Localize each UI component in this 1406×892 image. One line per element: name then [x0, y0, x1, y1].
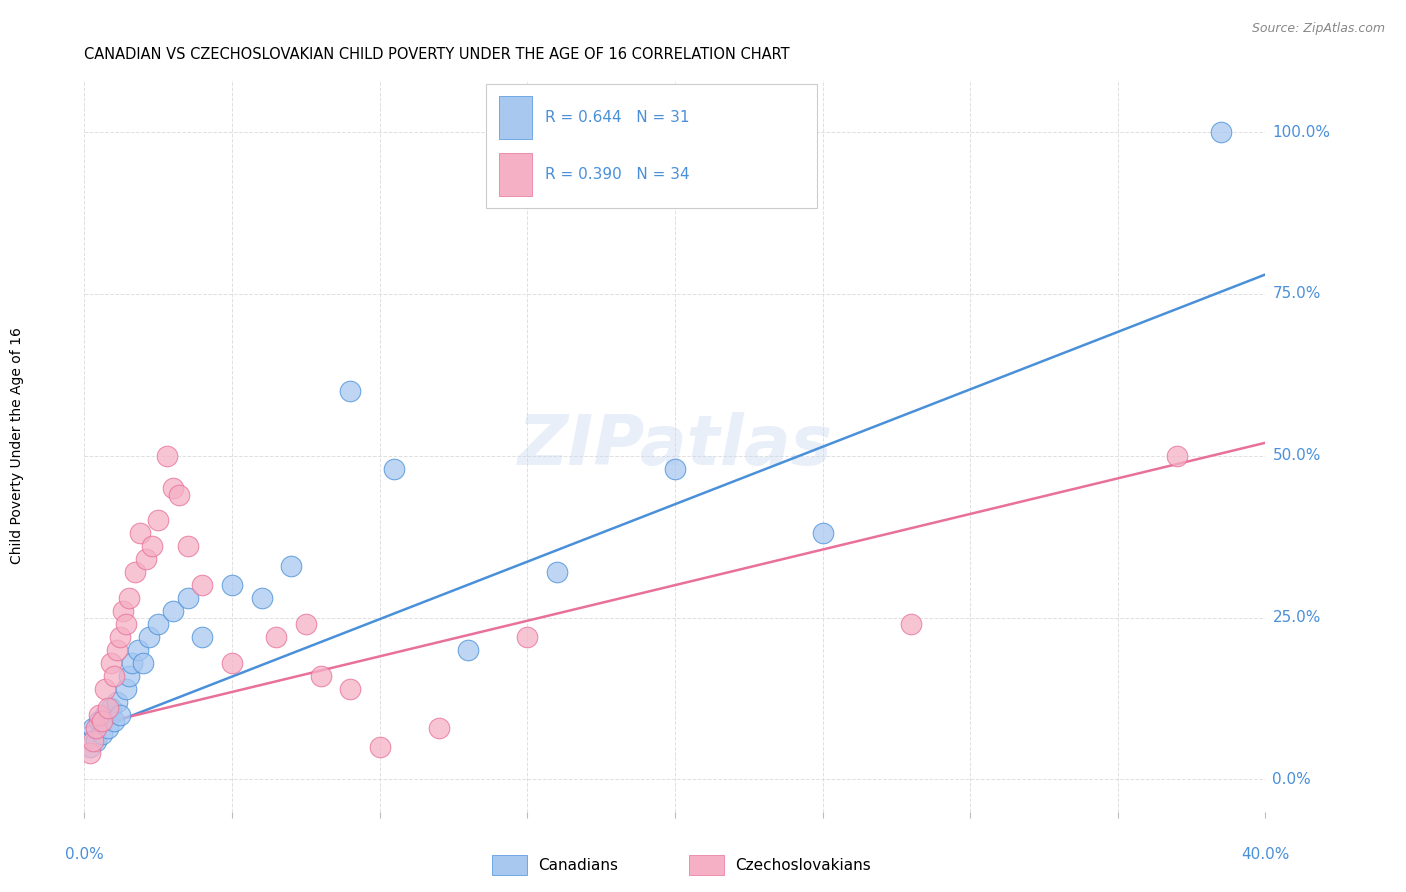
Point [84, 721, 107, 735]
Point [250, 591, 273, 606]
Point [124, 566, 146, 580]
Point [516, 630, 538, 644]
Point [118, 669, 141, 683]
Text: 25.0%: 25.0% [1272, 610, 1320, 625]
Point [162, 604, 184, 618]
Point [664, 461, 686, 475]
Text: Source: ZipAtlas.com: Source: ZipAtlas.com [1251, 22, 1385, 36]
Point [82, 733, 104, 747]
Text: 75.0%: 75.0% [1272, 286, 1320, 301]
Point [105, 643, 128, 657]
Point [91, 727, 114, 741]
Point [148, 513, 170, 527]
Point [108, 707, 131, 722]
Point [87, 707, 111, 722]
Point [97, 701, 120, 715]
Point [105, 695, 128, 709]
Point [309, 669, 332, 683]
Point [79, 747, 101, 761]
Point [100, 656, 122, 670]
Point [135, 552, 157, 566]
Text: Child Poverty Under the Age of 16: Child Poverty Under the Age of 16 [10, 327, 24, 565]
Point [129, 526, 152, 541]
Point [177, 539, 200, 553]
Point [141, 539, 163, 553]
Point [127, 643, 149, 657]
Point [97, 721, 120, 735]
Point [191, 578, 214, 592]
Point [167, 487, 190, 501]
Text: 0.0%: 0.0% [65, 847, 104, 863]
Point [132, 656, 155, 670]
Point [382, 461, 406, 475]
Point [295, 617, 318, 632]
Point [177, 591, 200, 606]
Point [264, 630, 288, 644]
Text: R = 0.644   N = 31: R = 0.644 N = 31 [546, 110, 690, 125]
Point [114, 617, 136, 632]
Text: 50.0%: 50.0% [1272, 448, 1320, 463]
Text: Canadians: Canadians [538, 858, 619, 872]
Point [94, 681, 117, 696]
Point [82, 721, 104, 735]
Point [191, 630, 214, 644]
Point [108, 630, 131, 644]
Text: CANADIAN VS CZECHOSLOVAKIAN CHILD POVERTY UNDER THE AGE OF 16 CORRELATION CHART: CANADIAN VS CZECHOSLOVAKIAN CHILD POVERT… [84, 47, 790, 62]
Point [84, 733, 107, 747]
Point [368, 739, 391, 754]
Point [1166, 449, 1188, 463]
Point [87, 714, 111, 728]
Point [162, 481, 184, 495]
Point [427, 721, 450, 735]
Point [339, 384, 361, 398]
Text: 0.0%: 0.0% [1272, 772, 1312, 787]
Point [156, 449, 179, 463]
Point [79, 739, 101, 754]
Point [339, 681, 361, 696]
Point [900, 617, 922, 632]
Point [114, 681, 136, 696]
Point [221, 656, 243, 670]
Point [280, 558, 302, 573]
Text: R = 0.390   N = 34: R = 0.390 N = 34 [546, 167, 690, 182]
Point [121, 656, 143, 670]
Point [103, 714, 125, 728]
Point [138, 630, 160, 644]
Point [91, 714, 114, 728]
Text: Czechoslovakians: Czechoslovakians [735, 858, 872, 872]
Text: 100.0%: 100.0% [1272, 125, 1330, 139]
Point [100, 701, 122, 715]
Text: 40.0%: 40.0% [1241, 847, 1289, 863]
Point [546, 566, 568, 580]
Point [103, 669, 125, 683]
Point [457, 643, 479, 657]
Point [1209, 125, 1232, 139]
Text: ZIPatlas: ZIPatlas [517, 412, 832, 480]
Point [118, 591, 141, 606]
Point [94, 707, 117, 722]
Point [111, 604, 134, 618]
Point [811, 526, 834, 541]
Point [148, 617, 170, 632]
Point [221, 578, 243, 592]
